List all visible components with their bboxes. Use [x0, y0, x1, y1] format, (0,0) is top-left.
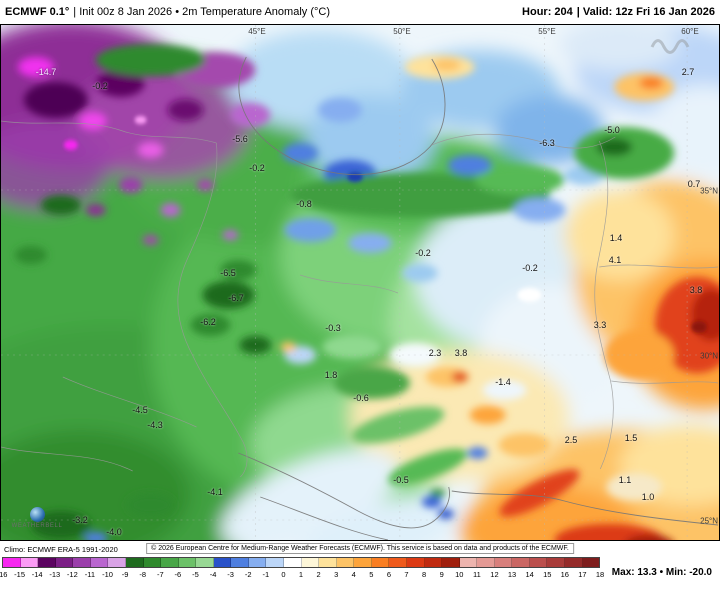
legend-tick: 16: [560, 570, 569, 579]
graticule-lines: [1, 25, 719, 540]
legend-cell: [284, 558, 302, 567]
legend-tick: 12: [490, 570, 499, 579]
footer: Climo: ECMWF ERA-5 1991-2020 © 2026 Euro…: [0, 541, 720, 591]
legend-cell: [424, 558, 443, 567]
legend-cell: [213, 558, 232, 567]
legend-bar: [2, 557, 600, 568]
legend-tick: 5: [369, 570, 374, 579]
legend-cell: [512, 558, 530, 567]
legend-ticks: -16-15-14-13-12-11-10-9-8-7-6-5-4-3-2-10…: [0, 570, 604, 581]
legend-tick: 17: [578, 570, 587, 579]
legend-cell: [319, 558, 337, 567]
anomaly-map: -14.7 -0.2 -5.6 -0.2 -0.8 -6.3 -5.0 2.7 0.7 1.4 4.…: [0, 24, 720, 541]
legend-cell: [38, 558, 56, 567]
legend-cell: [389, 558, 407, 567]
model-name: ECMWF 0.1°: [5, 6, 70, 18]
legend-tick: -8: [139, 570, 147, 579]
climo-note: Climo: ECMWF ERA-5 1991-2020: [4, 545, 118, 554]
legend-tick: -12: [66, 570, 78, 579]
legend-tick: 10: [455, 570, 464, 579]
map-detail-layer: [14, 44, 719, 540]
legend-cell: [406, 558, 425, 567]
legend-tick: -16: [0, 570, 8, 579]
legend-tick: -6: [174, 570, 182, 579]
legend-tick: -3: [227, 570, 234, 579]
max-min-readout: Max: 13.3 • Min: -20.0: [611, 567, 712, 578]
anomaly-map-canvas: [1, 25, 719, 540]
legend-cell: [565, 558, 583, 567]
legend-tick: 18: [595, 570, 605, 579]
legend-tick: -1: [262, 570, 270, 579]
legend-tick: -2: [244, 570, 252, 579]
legend-cell: [336, 558, 355, 567]
legend-cell: [459, 558, 478, 567]
legend-cell: [73, 558, 91, 567]
legend-tick: 15: [543, 570, 552, 579]
forecast-hour: Hour: 204: [522, 6, 573, 18]
legend-cell: [371, 558, 390, 567]
legend-tick: 9: [439, 570, 444, 579]
legend-cell: [55, 558, 74, 567]
title-right: Hour: 204 | Valid: 12z Fri 16 Jan 2026: [522, 6, 715, 18]
legend-tick: 14: [525, 570, 534, 579]
legend-tick: 3: [334, 570, 339, 579]
legend-cell: [161, 558, 179, 567]
legend-tick: -5: [192, 570, 199, 579]
legend-cell: [301, 558, 320, 567]
copyright-note: © 2026 European Centre for Medium-Range …: [146, 543, 574, 554]
legend-tick: -7: [156, 570, 164, 579]
legend-cell: [3, 558, 21, 567]
legend-cell: [529, 558, 548, 567]
legend-cell: [90, 558, 109, 567]
legend-tick: -14: [31, 570, 43, 579]
init-and-product: | Init 00z 8 Jan 2026 • 2m Temperature A…: [73, 6, 330, 18]
legend-tick: 13: [507, 570, 517, 579]
legend-cell: [125, 558, 144, 567]
legend-cell: [108, 558, 126, 567]
legend-tick: 2: [316, 570, 321, 579]
legend-cell: [477, 558, 495, 567]
title-left: ECMWF 0.1° | Init 00z 8 Jan 2026 • 2m Te…: [5, 6, 330, 18]
legend-tick: -10: [102, 570, 113, 579]
legend-cell: [582, 558, 600, 567]
legend-tick: 7: [404, 570, 409, 579]
legend-cell: [547, 558, 565, 567]
legend-tick: 6: [386, 570, 392, 579]
legend-tick: 8: [422, 570, 427, 579]
legend-tick: 0: [281, 570, 286, 579]
valid-time: | Valid: 12z Fri 16 Jan 2026: [576, 6, 715, 18]
coastline-layer: [238, 56, 719, 540]
legend-tick: -9: [121, 570, 129, 579]
legend-tick: -15: [14, 570, 25, 579]
legend-cell: [143, 558, 162, 567]
title-bar: ECMWF 0.1° | Init 00z 8 Jan 2026 • 2m Te…: [0, 0, 720, 24]
legend-cell: [354, 558, 372, 567]
legend-cell: [20, 558, 39, 567]
map-field-layer: [1, 25, 719, 540]
legend-tick: -4: [209, 570, 217, 579]
legend-cell: [494, 558, 513, 567]
legend-cell: [178, 558, 197, 567]
legend-cell: [248, 558, 267, 567]
legend-cell: [442, 558, 460, 567]
legend-tick: 1: [298, 570, 304, 579]
legend-tick: 11: [472, 570, 481, 579]
border-layer: [1, 120, 719, 478]
legend-cell: [266, 558, 284, 567]
legend-cell: [196, 558, 214, 567]
legend-tick: -13: [49, 570, 61, 579]
legend-tick: 4: [351, 570, 356, 579]
legend-tick: -11: [84, 570, 96, 579]
legend-cell: [231, 558, 249, 567]
